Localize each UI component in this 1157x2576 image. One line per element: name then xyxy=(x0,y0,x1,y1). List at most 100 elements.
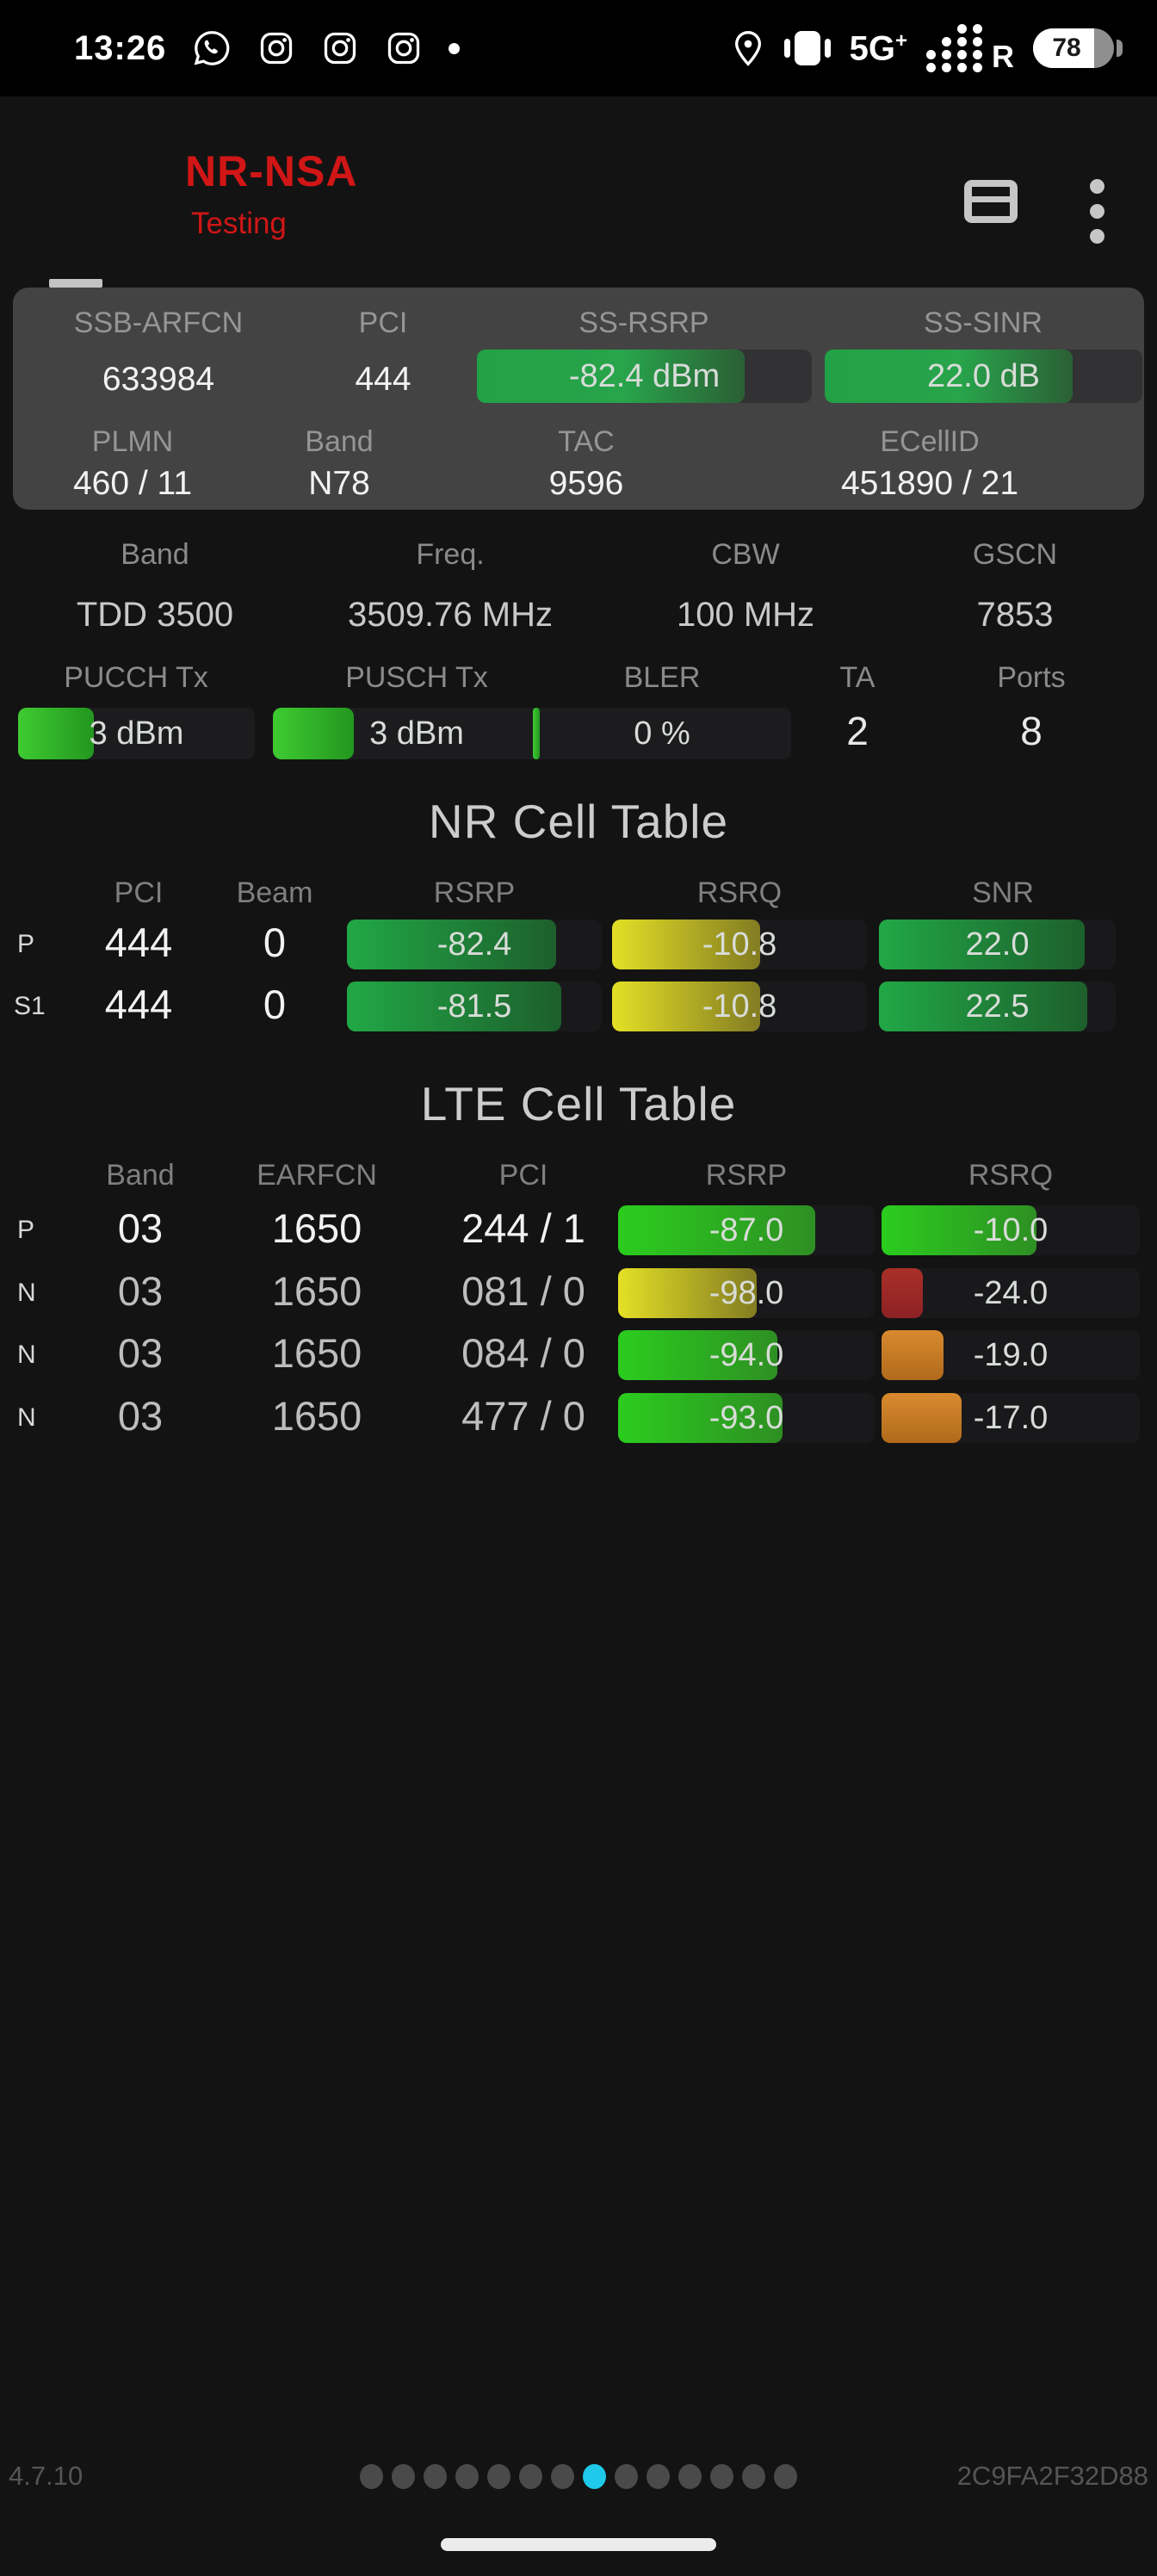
notification-overflow-dot xyxy=(449,42,461,54)
nr-pci: 444 xyxy=(104,920,173,965)
nr-col-snr: SNR xyxy=(972,876,1034,909)
bler-label: BLER xyxy=(623,661,701,694)
page-dot[interactable] xyxy=(455,2464,479,2489)
lte-rsrp-bar: -98.0 xyxy=(618,1268,875,1318)
pucch-tx-label: PUCCH Tx xyxy=(64,661,208,694)
lte-col-rsrp: RSRP xyxy=(705,1159,788,1192)
location-icon xyxy=(731,29,765,67)
cbw-value: 100 MHz xyxy=(676,596,815,634)
ss-rsrp-value: -82.4 dBm xyxy=(568,357,721,394)
ecellid-label: ECellID xyxy=(880,425,980,458)
nr-col-rsrp: RSRP xyxy=(433,876,516,909)
lte-col-pci: PCI xyxy=(498,1159,548,1192)
lte-table-title: LTE Cell Table xyxy=(420,1077,737,1130)
pusch-tx-bar: 3 dBm xyxy=(273,708,560,759)
gesture-navigation-bar[interactable] xyxy=(441,2538,716,2551)
lte-pci: 244 / 1 xyxy=(461,1205,585,1251)
lte-band: 03 xyxy=(117,1393,164,1439)
ssb-arfcn-value: 633984 xyxy=(102,361,215,398)
page-dot[interactable] xyxy=(647,2464,670,2489)
pci-value: 444 xyxy=(355,361,411,398)
gscn-label: GSCN xyxy=(972,538,1058,571)
page-dot-active[interactable] xyxy=(583,2464,606,2489)
page-dot[interactable] xyxy=(742,2464,765,2489)
page-dot[interactable] xyxy=(487,2464,510,2489)
row-tag: P xyxy=(17,930,35,958)
row-tag: P xyxy=(17,1216,35,1244)
pucch-tx-bar: 3 dBm xyxy=(18,708,255,759)
lte-band: 03 xyxy=(117,1330,164,1376)
band-label: Band xyxy=(121,538,189,571)
lte-pci: 477 / 0 xyxy=(461,1393,585,1439)
lte-earfcn: 1650 xyxy=(271,1330,362,1376)
ss-rsrp-bar: -82.4 dBm xyxy=(477,350,812,403)
page-dot[interactable] xyxy=(678,2464,702,2489)
roaming-indicator: R xyxy=(992,39,1014,74)
radio-info-section: Band Freq. CBW GSCN TDD 3500 3509.76 MHz… xyxy=(0,517,1157,775)
bler-bar: 0 % xyxy=(533,708,791,759)
clock: 13:26 xyxy=(74,28,167,67)
plmn-value: 460 / 11 xyxy=(72,465,193,502)
lte-pci: 081 / 0 xyxy=(461,1268,585,1314)
nr-rsrq-bar: -10.8 xyxy=(612,920,867,969)
page-dot[interactable] xyxy=(392,2464,415,2489)
lte-rsrq-bar: -19.0 xyxy=(882,1330,1140,1380)
status-bar: 13:26 xyxy=(0,0,1157,96)
nr-snr-bar: 22.5 xyxy=(879,981,1116,1031)
nr-table-title: NR Cell Table xyxy=(428,795,729,848)
lte-rsrq-bar: -17.0 xyxy=(882,1393,1140,1443)
gscn-value: 7853 xyxy=(976,596,1054,634)
lte-col-band: Band xyxy=(106,1159,175,1192)
page-dot[interactable] xyxy=(360,2464,383,2489)
ss-rsrp-label: SS-RSRP xyxy=(578,307,709,339)
plmn-label: PLMN xyxy=(91,425,174,458)
serving-cell-panel: SSB-ARFCN PCI SS-RSRP SS-SINR 633984 444… xyxy=(13,288,1144,510)
lte-pci: 084 / 0 xyxy=(461,1330,585,1376)
freq-value: 3509.76 MHz xyxy=(348,596,553,634)
ta-label: TA xyxy=(839,661,875,694)
ss-sinr-label: SS-SINR xyxy=(924,307,1043,339)
battery-icon: 78 xyxy=(1033,28,1123,68)
cbw-label: CBW xyxy=(711,538,780,571)
lte-rsrq-bar: -24.0 xyxy=(882,1268,1140,1318)
lte-rsrp-bar: -93.0 xyxy=(618,1393,875,1443)
nr-cell-table: NR Cell Table PCI Beam RSRP RSRQ SNR P 4… xyxy=(0,794,1157,1052)
page-title: NR-NSA xyxy=(185,147,358,195)
nr-rsrq-bar: -10.8 xyxy=(612,981,867,1031)
lte-col-rsrq: RSRQ xyxy=(968,1159,1054,1192)
row-tag: N xyxy=(17,1279,36,1307)
row-tag: N xyxy=(17,1403,36,1432)
page-subtitle: Testing xyxy=(191,207,287,240)
pucch-tx-value: 3 dBm xyxy=(89,715,184,752)
freq-label: Freq. xyxy=(416,538,485,571)
page-dot[interactable] xyxy=(424,2464,447,2489)
lte-cell-table: LTE Cell Table Band EARFCN PCI RSRP RSRQ… xyxy=(0,1076,1157,1455)
ports-label: Ports xyxy=(997,661,1066,694)
instagram-icon xyxy=(257,29,295,67)
page-dot[interactable] xyxy=(774,2464,797,2489)
lte-band: 03 xyxy=(117,1268,164,1314)
band-label: Band xyxy=(305,425,374,458)
ports-value: 8 xyxy=(1020,709,1043,753)
page-dot[interactable] xyxy=(551,2464,574,2489)
app-version: 4.7.10 xyxy=(9,2461,84,2491)
page-dot[interactable] xyxy=(519,2464,542,2489)
nr-snr-bar: 22.0 xyxy=(879,920,1116,969)
page-dot[interactable] xyxy=(615,2464,638,2489)
signal-strength-icon: R xyxy=(926,24,1014,72)
row-tag: N xyxy=(17,1341,36,1369)
lte-col-earfcn: EARFCN xyxy=(257,1159,377,1192)
tac-value: 9596 xyxy=(548,465,624,502)
page-dots[interactable] xyxy=(360,2464,797,2489)
page-dot[interactable] xyxy=(710,2464,733,2489)
nr-beam: 0 xyxy=(263,981,287,1027)
nr-col-pci: PCI xyxy=(114,876,164,909)
nr-col-beam: Beam xyxy=(236,876,313,909)
whatsapp-icon xyxy=(192,28,232,68)
overflow-menu-icon[interactable] xyxy=(1090,179,1104,244)
card-view-icon[interactable] xyxy=(964,180,1018,223)
lte-rsrp-bar: -94.0 xyxy=(618,1330,875,1380)
tac-label: TAC xyxy=(558,425,615,458)
ss-sinr-value: 22.0 dB xyxy=(927,357,1040,394)
